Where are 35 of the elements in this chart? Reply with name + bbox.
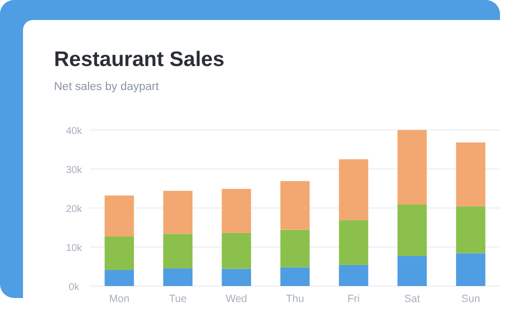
bar [163, 190, 192, 234]
bar [398, 204, 427, 256]
bar [456, 206, 486, 254]
y-tick-label: 30k [66, 165, 84, 176]
bar [163, 234, 192, 268]
x-tick-label: Fri [347, 293, 360, 305]
x-tick-label: Mon [109, 293, 130, 305]
bar [398, 130, 427, 204]
bar [338, 264, 368, 286]
bar [222, 232, 252, 269]
bar [163, 268, 192, 286]
x-tick-label: Wed [226, 293, 248, 305]
bar [280, 181, 310, 230]
bar [338, 159, 368, 220]
x-tick-label: Sun [461, 293, 480, 305]
bar [456, 142, 486, 206]
bar [456, 253, 486, 286]
y-tick-label: 20k [66, 204, 84, 215]
bar [104, 236, 134, 270]
bar [398, 256, 427, 286]
chart-subtitle: Net sales by daypart [54, 81, 160, 93]
bar [280, 230, 310, 268]
bar [104, 270, 134, 286]
bar [104, 196, 134, 236]
bar [280, 267, 310, 286]
bar [222, 268, 252, 286]
x-tick-label: Tue [169, 293, 187, 305]
y-tick-label: 10k [66, 243, 84, 254]
chart-title: Restaurant Sales [54, 48, 224, 71]
x-tick-label: Sat [404, 293, 420, 305]
bar [338, 220, 368, 265]
x-tick-label: Thu [286, 293, 304, 305]
y-tick-label: 0k [68, 282, 80, 293]
bar [222, 188, 252, 233]
y-tick-label: 40k [66, 126, 84, 137]
